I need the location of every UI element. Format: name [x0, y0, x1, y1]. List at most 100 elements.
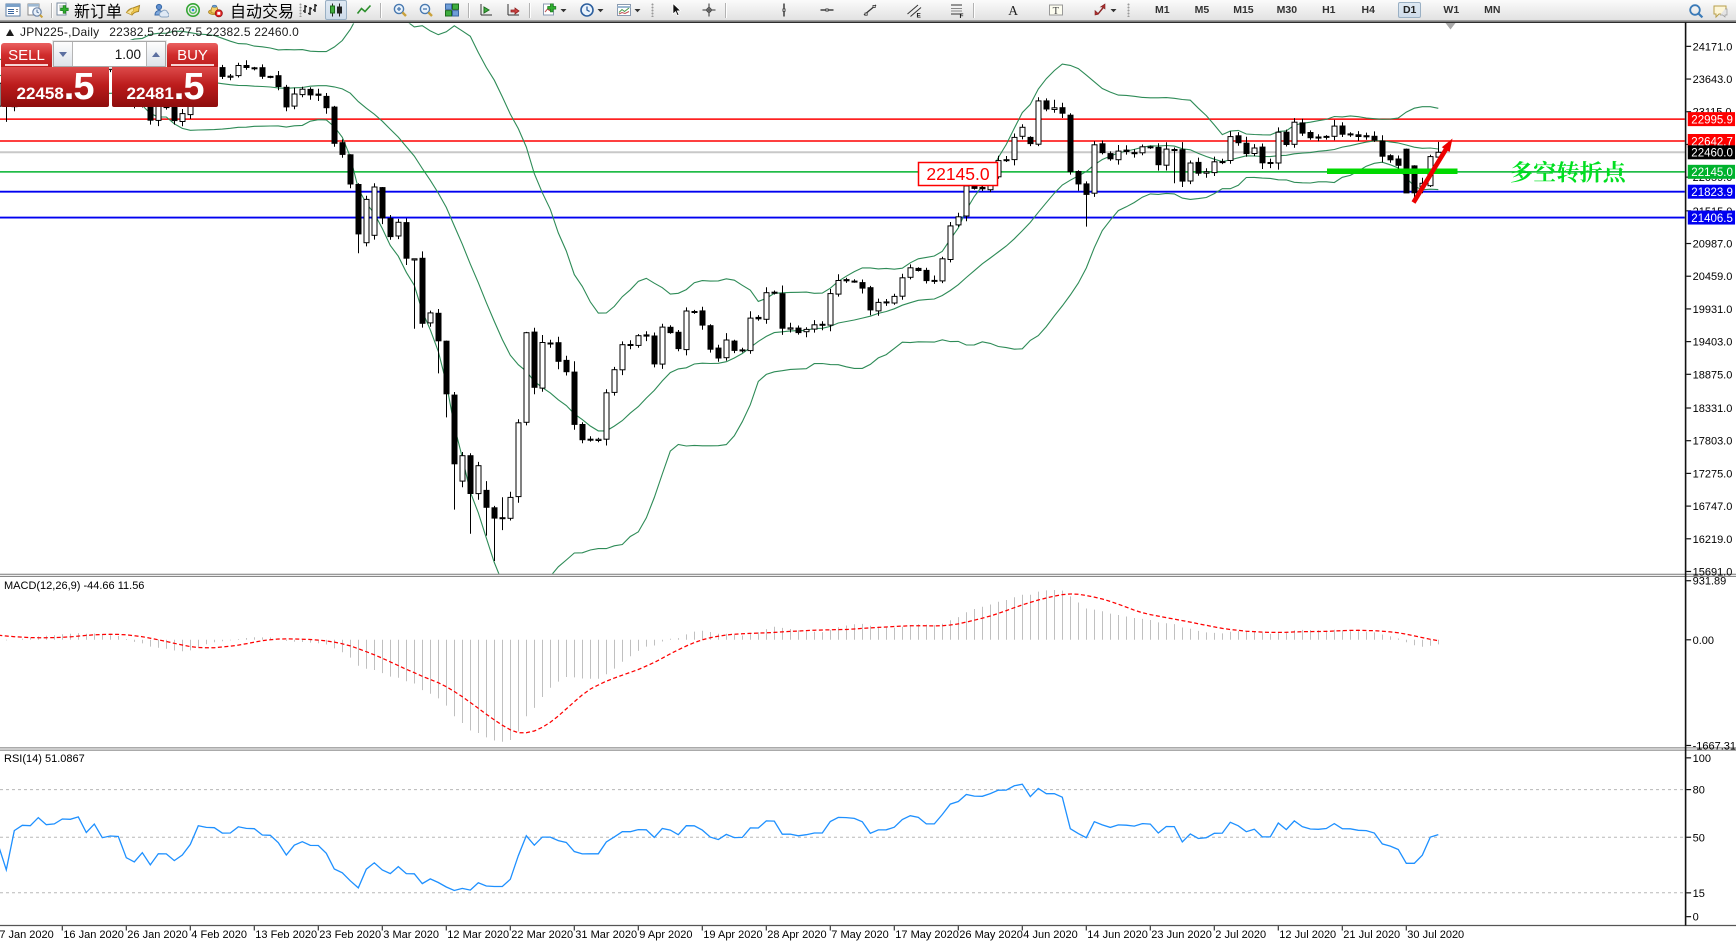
- rsi-pane: [0, 783, 1685, 894]
- trendline-button[interactable]: [859, 0, 881, 20]
- metaeditor-button[interactable]: [122, 0, 144, 20]
- candle-body: [1379, 140, 1386, 157]
- price-flag-text: 22145.0: [926, 164, 990, 184]
- search-button[interactable]: [1685, 1, 1707, 21]
- cjk-annotation[interactable]: [1510, 160, 1625, 183]
- chart-bars-button[interactable]: [299, 0, 321, 20]
- sell-button[interactable]: SELL: [1, 43, 52, 67]
- new-order-button[interactable]: [52, 0, 74, 20]
- volume-input[interactable]: 1.00: [114, 46, 141, 62]
- bollinger-lower-band[interactable]: [0, 90, 1439, 600]
- tf-MN-button[interactable]: MN: [1484, 4, 1501, 16]
- dropdown-arrow-icon[interactable]: [1109, 2, 1118, 18]
- zoom-out-button[interactable]: [415, 0, 437, 20]
- zoom-in-button[interactable]: [389, 0, 411, 20]
- candle-body: [435, 312, 442, 342]
- buy-button[interactable]: BUY: [167, 43, 218, 67]
- price-flag-box[interactable]: [917, 161, 999, 187]
- publish-button[interactable]: [150, 0, 172, 20]
- bollinger-upper-band[interactable]: [0, 20, 1439, 314]
- candle-body: [499, 517, 506, 520]
- candlestick-series[interactable]: [0, 46, 1442, 561]
- macd-histogram[interactable]: [0, 590, 1439, 742]
- dropdown-arrow-icon[interactable]: [559, 2, 568, 18]
- price-tick-label: 20459.0: [1693, 271, 1733, 283]
- crosshair-button[interactable]: [698, 0, 720, 20]
- cjk-glyph: [1557, 160, 1579, 183]
- chart-collapse-icon[interactable]: [6, 28, 14, 36]
- date-label: 19 Apr 2020: [703, 929, 762, 941]
- chart-candles-button[interactable]: [325, 0, 348, 20]
- chart-canvas[interactable]: 22145.0 24171.023643.023115.022587.022059…: [0, 20, 1736, 944]
- volume-increase-button[interactable]: [146, 42, 165, 66]
- tile-windows-button[interactable]: [441, 0, 463, 20]
- tf-M30-button[interactable]: M30: [1276, 4, 1298, 16]
- rsi-line[interactable]: [0, 783, 1439, 892]
- templates-icon: [616, 2, 632, 18]
- new-order-label[interactable]: 新订单: [74, 4, 123, 21]
- signals-icon: [185, 2, 201, 18]
- svg-text:F: F: [960, 13, 964, 18]
- candle-body: [507, 496, 514, 519]
- auto-scroll-button[interactable]: [475, 0, 497, 20]
- candle-body: [483, 489, 490, 508]
- candle-body: [371, 186, 378, 236]
- date-label: 23 Jun 2020: [1151, 929, 1212, 941]
- pane-dividers[interactable]: [0, 573, 1736, 751]
- signals-button[interactable]: [182, 0, 204, 20]
- chart-shift-button[interactable]: [502, 0, 524, 20]
- candle-body: [1235, 135, 1242, 144]
- candle-body: [467, 455, 474, 495]
- data-window-button[interactable]: [24, 0, 46, 20]
- periods-button[interactable]: [576, 0, 610, 20]
- market-watch-button[interactable]: [2, 0, 24, 20]
- cjk-glyph: [1533, 160, 1556, 182]
- autotrading-button[interactable]: [204, 0, 226, 20]
- chat-button[interactable]: [1709, 1, 1731, 21]
- volume-decrease-button[interactable]: [54, 42, 73, 66]
- cjk-glyph: [1510, 161, 1533, 183]
- tf-H1-button[interactable]: H1: [1322, 4, 1336, 16]
- buy-price-display[interactable]: 22481 .5: [112, 67, 218, 107]
- dropdown-arrow-icon[interactable]: [633, 2, 642, 18]
- vertical-line-button[interactable]: [773, 0, 795, 20]
- dropdown-arrow-icon[interactable]: [596, 2, 605, 18]
- svg-text:T: T: [1053, 6, 1060, 17]
- chart-line-button[interactable]: [353, 0, 375, 20]
- candle-body: [667, 326, 674, 334]
- chart-shift-marker[interactable]: [1445, 23, 1456, 30]
- text-button[interactable]: A: [1002, 0, 1024, 20]
- tf-H4-button[interactable]: H4: [1361, 4, 1375, 16]
- text-icon: A: [1005, 2, 1021, 18]
- text-label-button[interactable]: T: [1045, 0, 1067, 20]
- tf-M1-button[interactable]: M1: [1155, 4, 1170, 16]
- autotrading-label[interactable]: 自动交易: [230, 4, 295, 21]
- horizontal-line-button[interactable]: [816, 0, 838, 20]
- candle-body: [747, 317, 754, 352]
- zoom-in-icon: [392, 2, 408, 18]
- chart-ohlc-values: 22382.5 22627.5 22382.5 22460.0: [109, 25, 300, 39]
- candle-body: [723, 339, 730, 359]
- price-label-box: [1687, 164, 1735, 179]
- price-axis[interactable]: 24171.023643.023115.022587.022059.021515…: [1684, 22, 1736, 926]
- red-arrow-shaft[interactable]: [1411, 146, 1449, 204]
- candle-body: [523, 332, 530, 423]
- tf-M5-button[interactable]: M5: [1194, 4, 1210, 16]
- tf-D1-button[interactable]: D1: [1397, 2, 1422, 18]
- time-axis[interactable]: 7 Jan 2020 16 Jan 2020 26 Jan 2020 4 Feb 20…: [0, 926, 1464, 941]
- fibonacci-button[interactable]: F: [946, 0, 968, 20]
- sell-price-display[interactable]: 22458 .5: [1, 67, 109, 107]
- autotrading-icon: [207, 2, 223, 18]
- templates-button[interactable]: [613, 0, 647, 20]
- candle-body: [539, 342, 546, 389]
- macd-signal-line[interactable]: [0, 593, 1439, 734]
- tf-M15-button[interactable]: M15: [1233, 4, 1254, 16]
- cursor-button[interactable]: [665, 0, 687, 20]
- bollinger-middle-band[interactable]: [0, 67, 1439, 432]
- indicators-button[interactable]: [539, 0, 573, 20]
- tf-W1-button[interactable]: W1: [1443, 4, 1460, 16]
- equidistant-channel-button[interactable]: E: [903, 0, 925, 20]
- arrows-button[interactable]: [1089, 0, 1123, 20]
- rsi-tick-label: 0: [1693, 912, 1699, 924]
- red-arrow-head[interactable]: [1441, 138, 1453, 152]
